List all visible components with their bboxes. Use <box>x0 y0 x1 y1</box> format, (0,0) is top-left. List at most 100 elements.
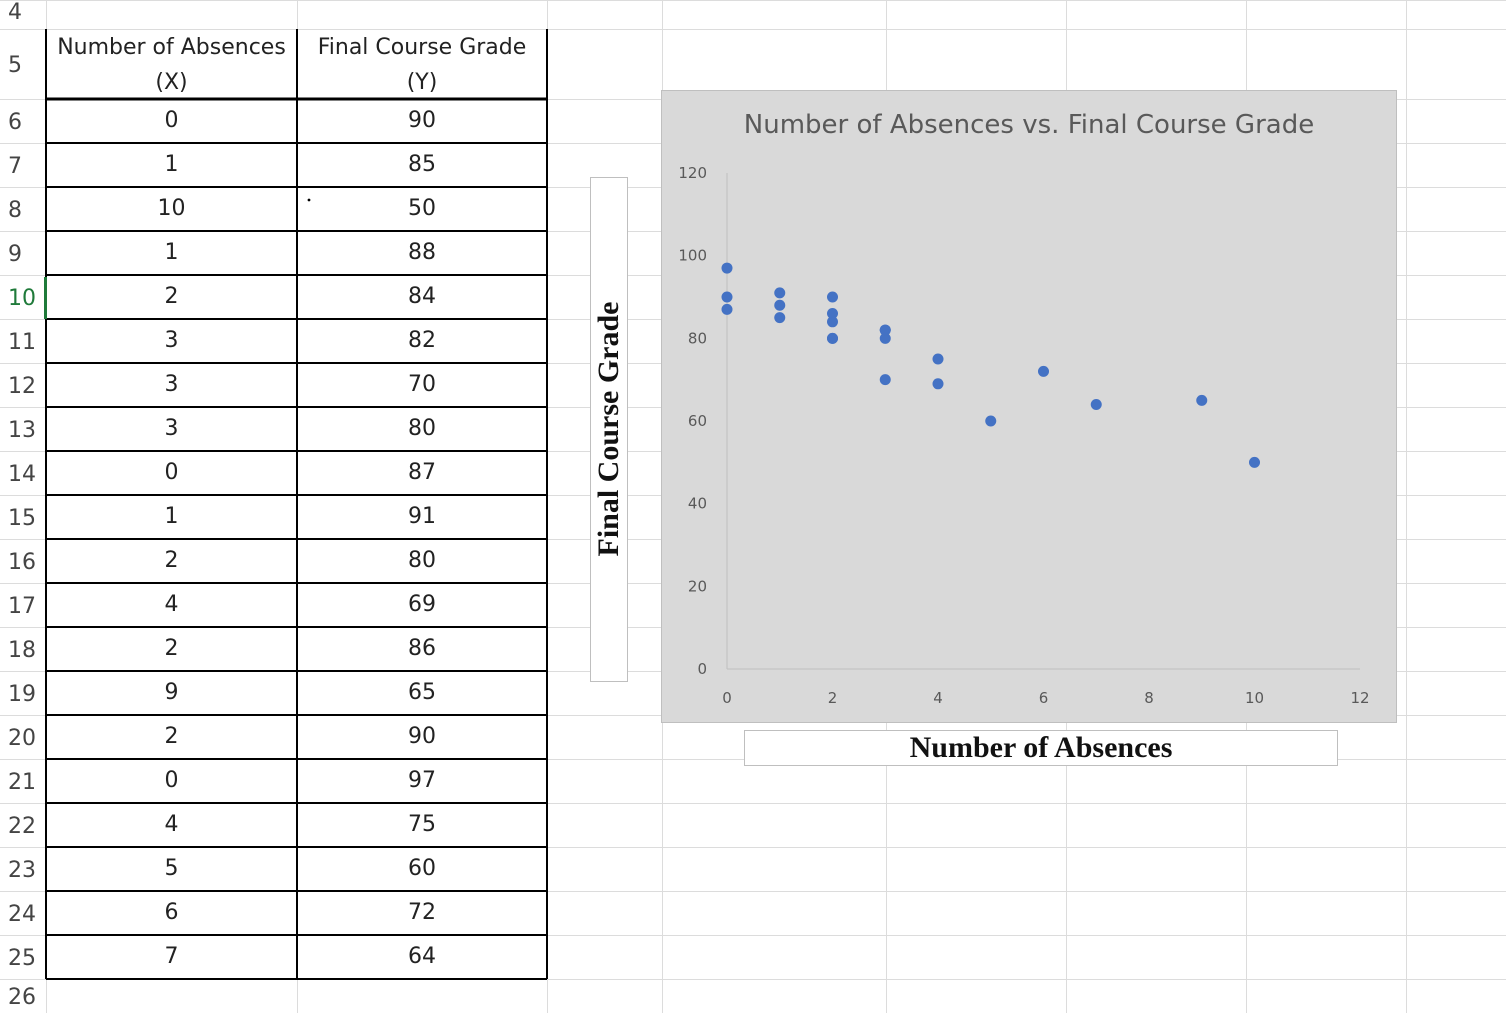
header-x[interactable]: Number of Absences <box>57 35 286 60</box>
data-point[interactable] <box>827 316 838 328</box>
data-point[interactable] <box>827 308 838 320</box>
cell-grade[interactable]: 84 <box>408 284 436 309</box>
y-axis-title-box[interactable] <box>590 177 628 682</box>
cell-grade[interactable]: 65 <box>408 680 436 705</box>
header-x-symbol[interactable]: (X) <box>155 70 188 95</box>
row-number[interactable]: 18 <box>8 638 36 663</box>
cell-absences[interactable]: 7 <box>164 944 179 969</box>
data-point[interactable] <box>774 299 786 311</box>
y-tick-label: 60 <box>688 412 707 430</box>
cell-grade[interactable]: 85 <box>408 152 436 177</box>
chart-area[interactable] <box>661 90 1397 723</box>
cell-absences[interactable]: 2 <box>164 636 179 661</box>
data-point[interactable] <box>774 312 786 324</box>
cell-absences[interactable]: 2 <box>164 284 179 309</box>
cell-grade[interactable]: 72 <box>408 900 436 925</box>
x-axis-title-box[interactable] <box>744 730 1338 766</box>
cell-absences[interactable]: 3 <box>164 416 179 441</box>
cell-grade[interactable]: 91 <box>408 504 436 529</box>
row-number[interactable]: 20 <box>8 726 36 751</box>
row-number[interactable]: 26 <box>8 985 36 1010</box>
cell-absences[interactable]: 1 <box>164 152 179 177</box>
data-point[interactable] <box>827 291 838 303</box>
y-tick-label: 80 <box>688 329 707 347</box>
cell-grade[interactable]: 70 <box>408 372 436 397</box>
row-number[interactable]: 15 <box>8 506 36 531</box>
row-number[interactable]: 8 <box>8 198 22 223</box>
data-point[interactable] <box>721 291 733 303</box>
row-number[interactable]: 16 <box>8 550 36 575</box>
row-number[interactable]: 5 <box>8 53 22 78</box>
row-number[interactable]: 7 <box>8 154 22 179</box>
row-number[interactable]: 14 <box>8 462 36 487</box>
row-number[interactable]: 6 <box>8 110 22 135</box>
cell-grade[interactable]: 80 <box>408 416 436 441</box>
row-number[interactable]: 24 <box>8 902 36 927</box>
row-number[interactable]: 21 <box>8 770 36 795</box>
row-number[interactable]: 11 <box>8 330 36 355</box>
data-point[interactable] <box>721 262 733 274</box>
row-number[interactable]: 23 <box>8 858 36 883</box>
data-point[interactable] <box>1196 394 1208 406</box>
y-axis-title[interactable]: Final Course Grade <box>592 301 625 557</box>
cell-grade[interactable]: 75 <box>408 812 436 837</box>
cell-grade[interactable]: 87 <box>408 460 436 485</box>
cell-absences[interactable]: 9 <box>164 680 179 705</box>
row-number[interactable]: 19 <box>8 682 36 707</box>
y-tick-label: 100 <box>678 247 707 265</box>
cell-grade[interactable]: 82 <box>408 328 436 353</box>
row-number[interactable]: 9 <box>8 242 22 267</box>
cell-absences[interactable]: 0 <box>164 108 179 133</box>
cell-absences[interactable]: 1 <box>164 240 179 265</box>
data-point[interactable] <box>721 303 733 315</box>
row-number[interactable]: 17 <box>8 594 36 619</box>
stray-mark <box>307 198 311 202</box>
cell-grade[interactable]: 97 <box>408 768 436 793</box>
cell-grade[interactable]: 88 <box>408 240 436 265</box>
data-point[interactable] <box>1249 456 1260 468</box>
header-y[interactable]: Final Course Grade <box>317 35 527 60</box>
cell-absences[interactable]: 0 <box>164 768 179 793</box>
data-point[interactable] <box>879 332 891 344</box>
row-number[interactable]: 4 <box>8 0 22 25</box>
cell-absences[interactable]: 0 <box>164 460 179 485</box>
x-axis-title[interactable]: Number of Absences <box>909 731 1173 764</box>
cell-grade[interactable]: 50 <box>408 196 436 221</box>
cell-grade[interactable]: 80 <box>408 548 436 573</box>
data-point[interactable] <box>1038 365 1049 377</box>
data-point[interactable] <box>879 374 891 386</box>
cell-grade[interactable]: 64 <box>408 944 436 969</box>
y-tick-label: 20 <box>688 577 707 595</box>
row-number[interactable]: 25 <box>8 946 36 971</box>
y-tick-label: 120 <box>678 164 707 182</box>
row-number[interactable]: 13 <box>8 418 36 443</box>
cell-absences[interactable]: 4 <box>164 592 179 617</box>
cell-absences[interactable]: 2 <box>164 724 179 749</box>
cell-absences[interactable]: 6 <box>164 900 179 925</box>
cell-absences[interactable]: 1 <box>164 504 179 529</box>
row-number[interactable]: 10 <box>8 286 36 311</box>
data-point[interactable] <box>774 287 786 299</box>
cell-absences[interactable]: 4 <box>164 812 179 837</box>
data-point[interactable] <box>985 415 997 427</box>
data-point[interactable] <box>879 324 891 336</box>
data-point[interactable] <box>1090 398 1102 410</box>
cell-grade[interactable]: 86 <box>408 636 436 661</box>
cell-absences[interactable]: 10 <box>157 196 186 221</box>
chart-title[interactable]: Number of Absences vs. Final Course Grad… <box>743 110 1315 140</box>
data-point[interactable] <box>932 353 944 365</box>
cell-absences[interactable]: 3 <box>164 372 179 397</box>
row-number[interactable]: 12 <box>8 374 36 399</box>
cell-grade[interactable]: 69 <box>408 592 436 617</box>
data-point[interactable] <box>827 332 838 344</box>
data-point[interactable] <box>932 378 944 390</box>
row-number[interactable]: 22 <box>8 814 36 839</box>
cell-grade[interactable]: 60 <box>408 856 436 881</box>
cell-grade[interactable]: 90 <box>408 108 436 133</box>
cell-absences[interactable]: 3 <box>164 328 179 353</box>
cell-grade[interactable]: 90 <box>408 724 436 749</box>
x-tick-label: 4 <box>933 689 943 707</box>
cell-absences[interactable]: 2 <box>164 548 179 573</box>
header-y-symbol[interactable]: (Y) <box>406 70 438 95</box>
cell-absences[interactable]: 5 <box>164 856 179 881</box>
